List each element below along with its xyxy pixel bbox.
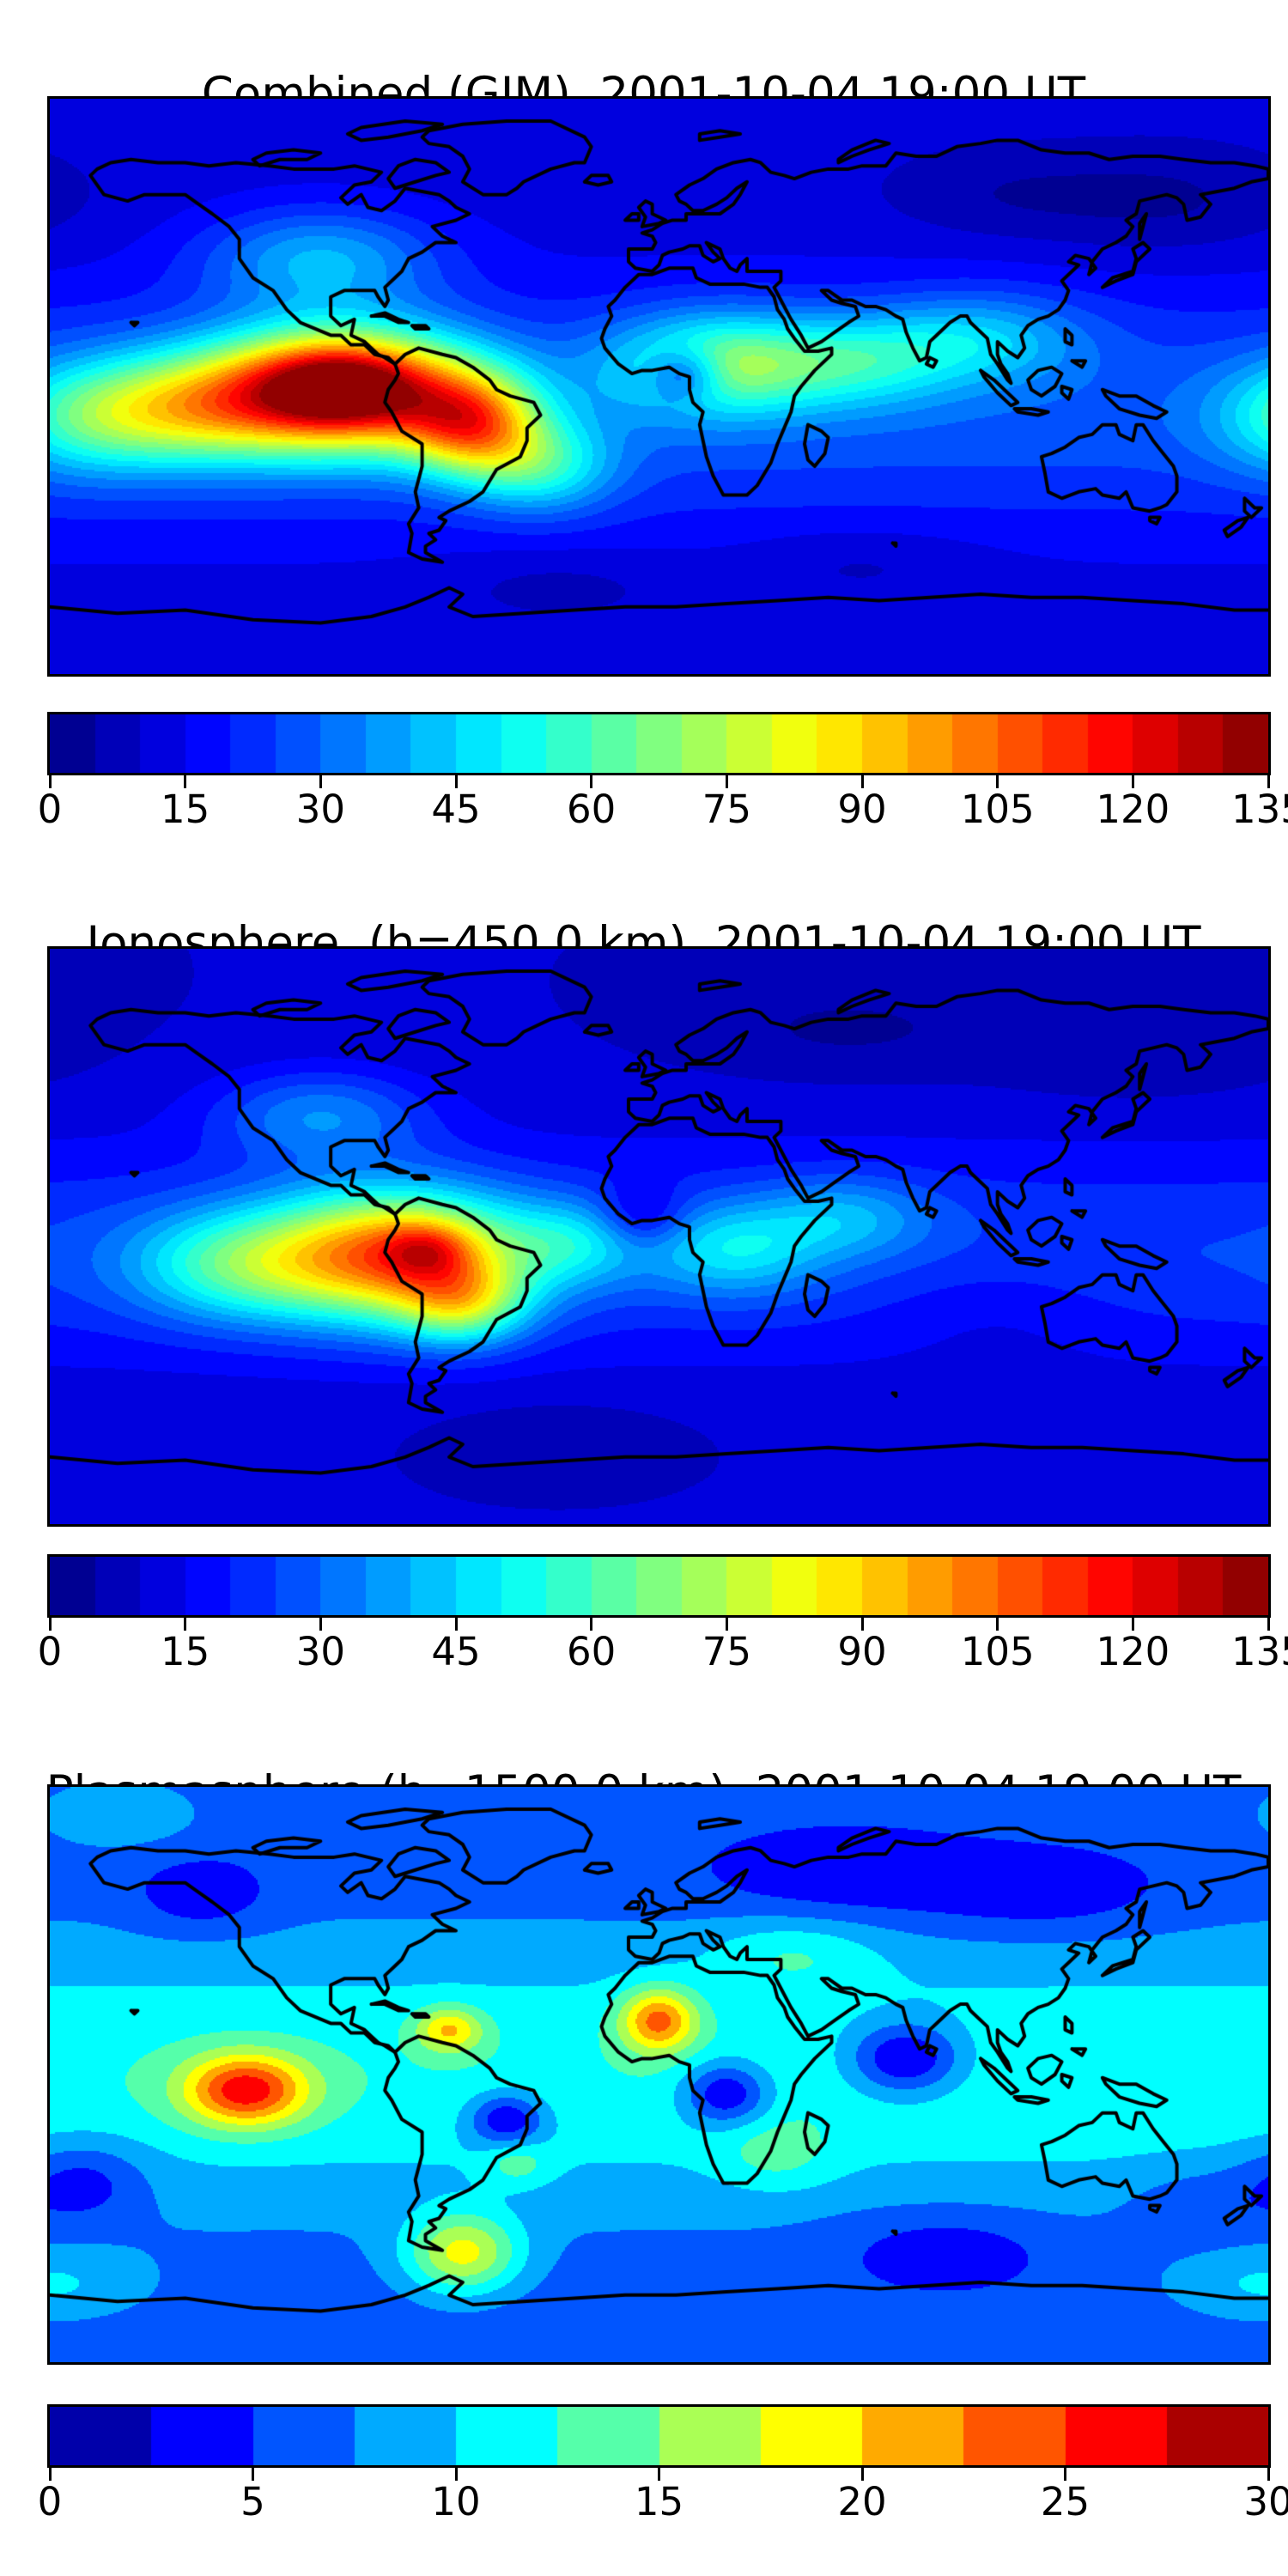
colorbar-tick	[48, 2468, 52, 2481]
colorbar-tick-label: 120	[1096, 787, 1170, 832]
colorbar-tick-label: 60	[567, 1629, 617, 1674]
colorbar-tick	[658, 2468, 660, 2481]
colorbar-tick	[319, 1618, 322, 1631]
colorbar-tick	[996, 775, 999, 788]
colorbar-tick-label: 90	[837, 787, 887, 832]
colorbar-tick-label: 25	[1040, 2479, 1091, 2524]
colorbar-tick-label: 15	[634, 2479, 684, 2524]
colorbar-frame	[47, 712, 1271, 775]
colorbar-tick-label: 135	[1231, 1629, 1288, 1674]
colorbar-tick	[319, 775, 322, 788]
colorbar-tick	[590, 1618, 593, 1631]
colorbar-tick-label: 0	[37, 1629, 63, 1674]
colorbar-tick-label: 60	[567, 787, 617, 832]
colorbar-tick-label: 0	[37, 2479, 63, 2524]
colorbar-tick-label: 30	[295, 1629, 345, 1674]
colorbar-ticks	[48, 1618, 1270, 1631]
colorbar-frame	[47, 1554, 1271, 1618]
map-canvas-combined	[50, 99, 1268, 674]
colorbar-tick-label: 30	[1243, 2479, 1288, 2524]
colorbar-tick	[454, 2468, 458, 2481]
colorbar-tick-label: 90	[837, 1629, 887, 1674]
colorbar-canvas-plasmasphere	[50, 2407, 1268, 2465]
colorbar-tick	[1267, 2468, 1270, 2481]
colorbar-ticks	[48, 2468, 1270, 2482]
map-frame	[47, 946, 1271, 1527]
map-frame	[47, 96, 1271, 677]
colorbar-tick-label: 105	[960, 787, 1035, 832]
colorbar-tick	[1267, 775, 1270, 788]
colorbar-canvas-ionosphere	[50, 1557, 1268, 1615]
colorbar-tick-label: 15	[161, 787, 210, 832]
colorbar-tick	[454, 775, 458, 788]
colorbar-tick	[725, 775, 728, 788]
colorbar-tick-label: 105	[960, 1629, 1035, 1674]
colorbar-tick	[860, 1618, 864, 1631]
colorbar-tick	[252, 2468, 254, 2481]
colorbar-tick-labels: 0 15 30 45 60 75 90 105 120 135	[38, 787, 1288, 838]
colorbar-tick	[590, 775, 593, 788]
colorbar-tick-label: 135	[1231, 787, 1288, 832]
colorbar-tick-label: 45	[431, 1629, 481, 1674]
colorbar-tick-label: 45	[431, 787, 481, 832]
colorbar-tick	[1131, 1618, 1134, 1631]
colorbar-tick	[1064, 2468, 1066, 2481]
map-canvas-plasmasphere	[50, 1787, 1268, 2362]
colorbar-tick	[996, 1618, 999, 1631]
colorbar-tick-label: 75	[702, 1629, 751, 1674]
colorbar-tick	[1267, 1618, 1270, 1631]
colorbar-tick-label: 120	[1096, 1629, 1170, 1674]
colorbar-tick-label: 20	[837, 2479, 887, 2524]
colorbar-tick	[860, 2468, 864, 2481]
colorbar-frame	[47, 2404, 1271, 2468]
colorbar-tick-label: 0	[37, 787, 63, 832]
colorbar-tick-label: 15	[161, 1629, 210, 1674]
colorbar-tick	[48, 1618, 52, 1631]
colorbar-tick-label: 75	[702, 787, 751, 832]
colorbar-tick	[454, 1618, 458, 1631]
colorbar-tick	[860, 775, 864, 788]
colorbar-ticks	[48, 775, 1270, 789]
colorbar-tick	[48, 775, 52, 788]
map-frame	[47, 1784, 1271, 2365]
colorbar-tick-label: 30	[295, 787, 345, 832]
colorbar-tick-labels: 0 15 30 45 60 75 90 105 120 135	[38, 1629, 1288, 1680]
colorbar-tick	[184, 775, 187, 788]
map-canvas-ionosphere	[50, 949, 1268, 1524]
colorbar-tick	[1131, 775, 1134, 788]
colorbar-tick-labels: 0 5 10 15 20 25 30	[38, 2479, 1288, 2530]
colorbar-tick-label: 10	[431, 2479, 481, 2524]
colorbar-tick	[725, 1618, 728, 1631]
colorbar-tick-label: 5	[240, 2479, 265, 2524]
colorbar-tick	[184, 1618, 187, 1631]
colorbar-canvas-combined	[50, 714, 1268, 773]
